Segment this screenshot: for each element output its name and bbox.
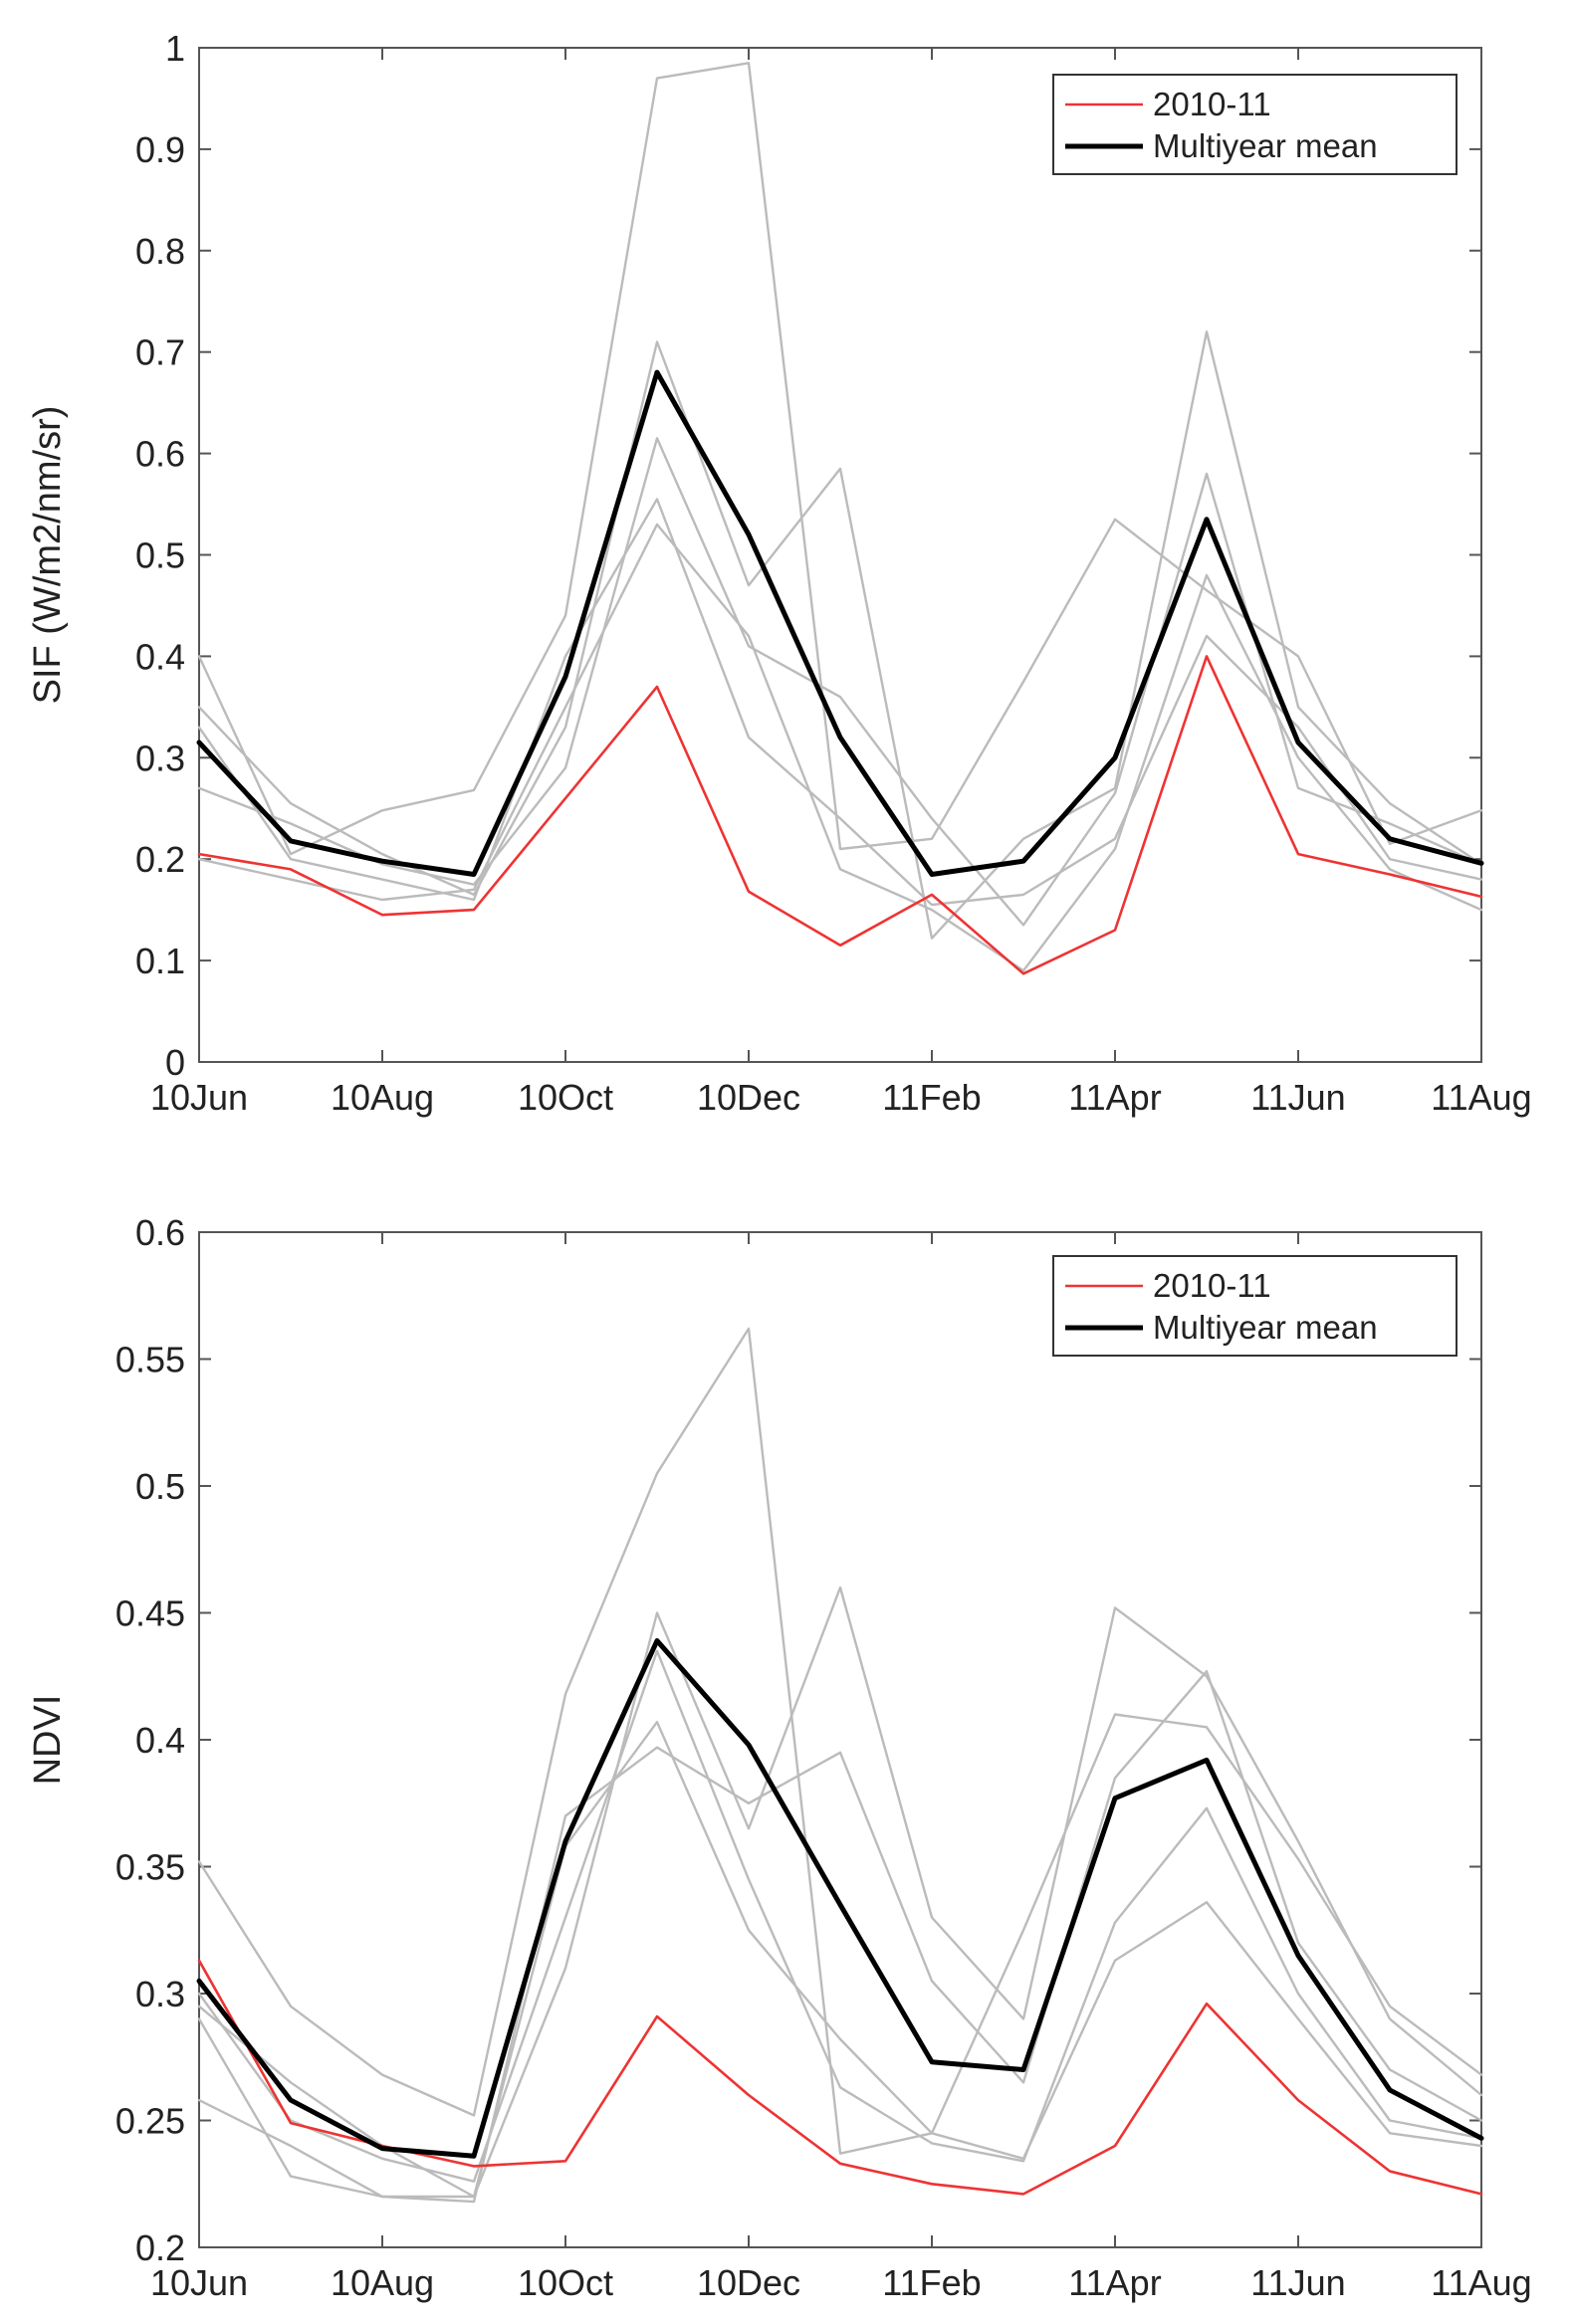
y-tick-label: 1 bbox=[165, 28, 185, 69]
legend-box bbox=[1052, 74, 1458, 175]
y-tick-label: 0.4 bbox=[135, 1720, 185, 1761]
x-tick-label: 10Oct bbox=[518, 2262, 613, 2303]
y-tick-label: 0.6 bbox=[135, 434, 185, 475]
series-line-year-a bbox=[197, 1327, 1483, 2155]
x-tick-label: 11Jun bbox=[1250, 2262, 1345, 2303]
y-tick-label: 0.6 bbox=[135, 1212, 185, 1253]
ndvi-chart: 0.2 0.25 0.3 0.35 0.4 0.45 0.5 0.55 0.6 10Jun 10Au… bbox=[27, 1212, 1532, 2303]
x-tick-label: 10Dec bbox=[697, 1077, 800, 1118]
legend-label: 2010-11 bbox=[1153, 1267, 1271, 1304]
x-tick-label: 11Aug bbox=[1431, 2262, 1531, 2303]
y-axis-label: SIF (W/m2/nm/sr) bbox=[27, 406, 69, 705]
x-tick-label: 11Apr bbox=[1068, 2262, 1161, 2303]
y-tick-label: 0.55 bbox=[115, 1340, 185, 1380]
x-tick-label: 11Jun bbox=[1250, 1077, 1345, 1118]
y-tick-label: 0.7 bbox=[135, 332, 185, 373]
legend-label: Multiyear mean bbox=[1153, 127, 1378, 164]
y-tick-label: 0.2 bbox=[135, 839, 185, 880]
y-tick-label: 0.8 bbox=[135, 231, 185, 272]
y-tick-label: 0.3 bbox=[135, 738, 185, 778]
series-line-year-d bbox=[197, 1720, 1483, 2199]
x-tick-label: 11Aug bbox=[1431, 1077, 1531, 1118]
y-axis-label: NDVI bbox=[27, 1695, 69, 1786]
y-tick-label: 0.45 bbox=[115, 1593, 185, 1634]
y-tick-label: 0.4 bbox=[135, 636, 185, 677]
y-tick-label: 0.35 bbox=[115, 1847, 185, 1888]
y-tick-label: 0.9 bbox=[135, 129, 185, 170]
sif-chart: 0 0.1 0.2 0.3 0.4 0.5 0.6 0.7 0.8 0.9 1 10Jun 10Aug 1… bbox=[27, 28, 1532, 1118]
x-tick-label: 10Jun bbox=[150, 2262, 248, 2303]
x-tick-label: 10Oct bbox=[518, 1077, 613, 1118]
series-line-year-e bbox=[197, 523, 1483, 972]
y-tick-label: 0.25 bbox=[115, 2101, 185, 2142]
series-line-year-b bbox=[197, 1585, 1483, 2199]
series-line-multiyear-mean bbox=[196, 369, 1484, 877]
x-tick-label: 10Aug bbox=[331, 1077, 434, 1118]
y-tick-label: 0.3 bbox=[135, 1974, 185, 2014]
y-tick-label: 0 bbox=[165, 1042, 185, 1083]
x-tick-label: 10Dec bbox=[697, 2262, 800, 2303]
legend-label: 2010-11 bbox=[1153, 86, 1271, 122]
series-line-year-c bbox=[197, 437, 1483, 927]
y-tick-label: 0.5 bbox=[135, 1466, 185, 1507]
x-tick-label: 11Feb bbox=[882, 1077, 981, 1118]
series-line-2010-11 bbox=[197, 655, 1483, 975]
series-line-year-e bbox=[197, 1649, 1483, 2183]
y-tick-label: 0.2 bbox=[135, 2227, 185, 2268]
series-line-year-a bbox=[197, 62, 1483, 856]
x-tick-label: 11Apr bbox=[1068, 1077, 1161, 1118]
legend-box bbox=[1052, 1255, 1458, 1357]
y-tick-label: 0.5 bbox=[135, 535, 185, 576]
series-line-multiyear-mean bbox=[196, 1638, 1484, 2159]
legend-label: Multiyear mean bbox=[1153, 1309, 1378, 1346]
y-tick-label: 0.1 bbox=[135, 941, 185, 981]
x-tick-label: 10Aug bbox=[331, 2262, 434, 2303]
x-tick-label: 11Feb bbox=[882, 2262, 981, 2303]
series-line-year-c bbox=[197, 1669, 1483, 2204]
x-tick-label: 10Jun bbox=[150, 1077, 248, 1118]
